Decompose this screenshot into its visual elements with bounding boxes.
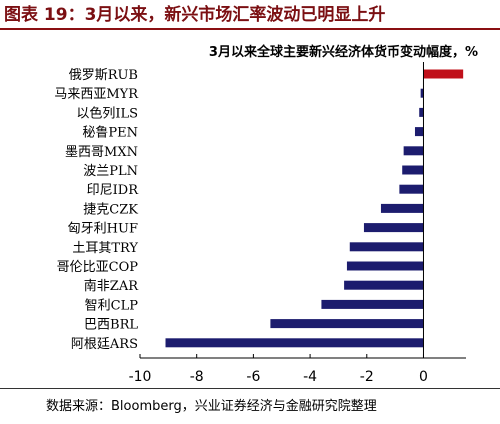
x-tick-label: -10 [129,369,152,385]
bar [423,69,464,79]
bar [344,280,424,290]
bar [363,223,424,233]
chart-header-title: 图表 19：3月以来，新兴市场汇率波动已明显上升 [0,0,500,30]
category-label: 南非ZAR [84,278,139,294]
bar [420,88,424,98]
category-label: 智利CLP [85,298,139,313]
x-axis: -10 -8 -6 -4 -2 0 [129,62,466,385]
category-label: 哥伦比亚COP [57,260,139,275]
bar [399,184,424,194]
bar [402,165,424,175]
bar [349,242,424,252]
category-label: 巴西BRL [84,318,138,333]
bar [270,319,424,329]
chart-area: 3月以来全球主要新兴经济体货币变动幅度，% 俄罗斯RUB 马来西亚MYR 以色列IL… [0,32,500,388]
bar [403,146,424,156]
category-label: 俄罗斯RUB [69,68,138,83]
bar [346,261,424,271]
category-label: 马来西亚MYR [54,87,139,102]
category-label: 秘鲁PEN [82,126,138,141]
bar [165,338,424,348]
chart-title: 3月以来全球主要新兴经济体货币变动幅度，% [209,44,478,60]
bar [380,203,424,213]
category-label: 印尼IDR [87,183,140,198]
x-tick-label: -8 [190,369,204,385]
category-label: 阿根廷ARS [71,337,138,352]
category-label: 捷克CZK [83,202,138,217]
bars-group [165,69,464,348]
category-label: 以色列ILS [76,105,138,121]
category-label: 波兰PLN [83,164,138,179]
source-note: 数据来源：Bloomberg，兴业证券经济与金融研究院整理 [0,388,500,423]
x-tick-label: -2 [360,369,374,385]
bar [414,127,424,137]
x-tick-label: -4 [303,369,317,385]
category-labels: 俄罗斯RUB 马来西亚MYR 以色列ILS 秘鲁PEN 墨西哥MXN 波兰PLN 印尼IDR… [54,68,139,352]
x-tick-label: 0 [419,369,428,385]
bar [419,107,424,117]
x-tick-label: -6 [246,369,260,385]
bar [321,299,424,309]
category-label: 墨西哥MXN [65,145,138,160]
category-label: 土耳其TRY [72,241,138,256]
category-label: 匈牙利HUF [68,222,138,237]
bar-chart: 3月以来全球主要新兴经济体货币变动幅度，% 俄罗斯RUB 马来西亚MYR 以色列IL… [54,44,478,385]
